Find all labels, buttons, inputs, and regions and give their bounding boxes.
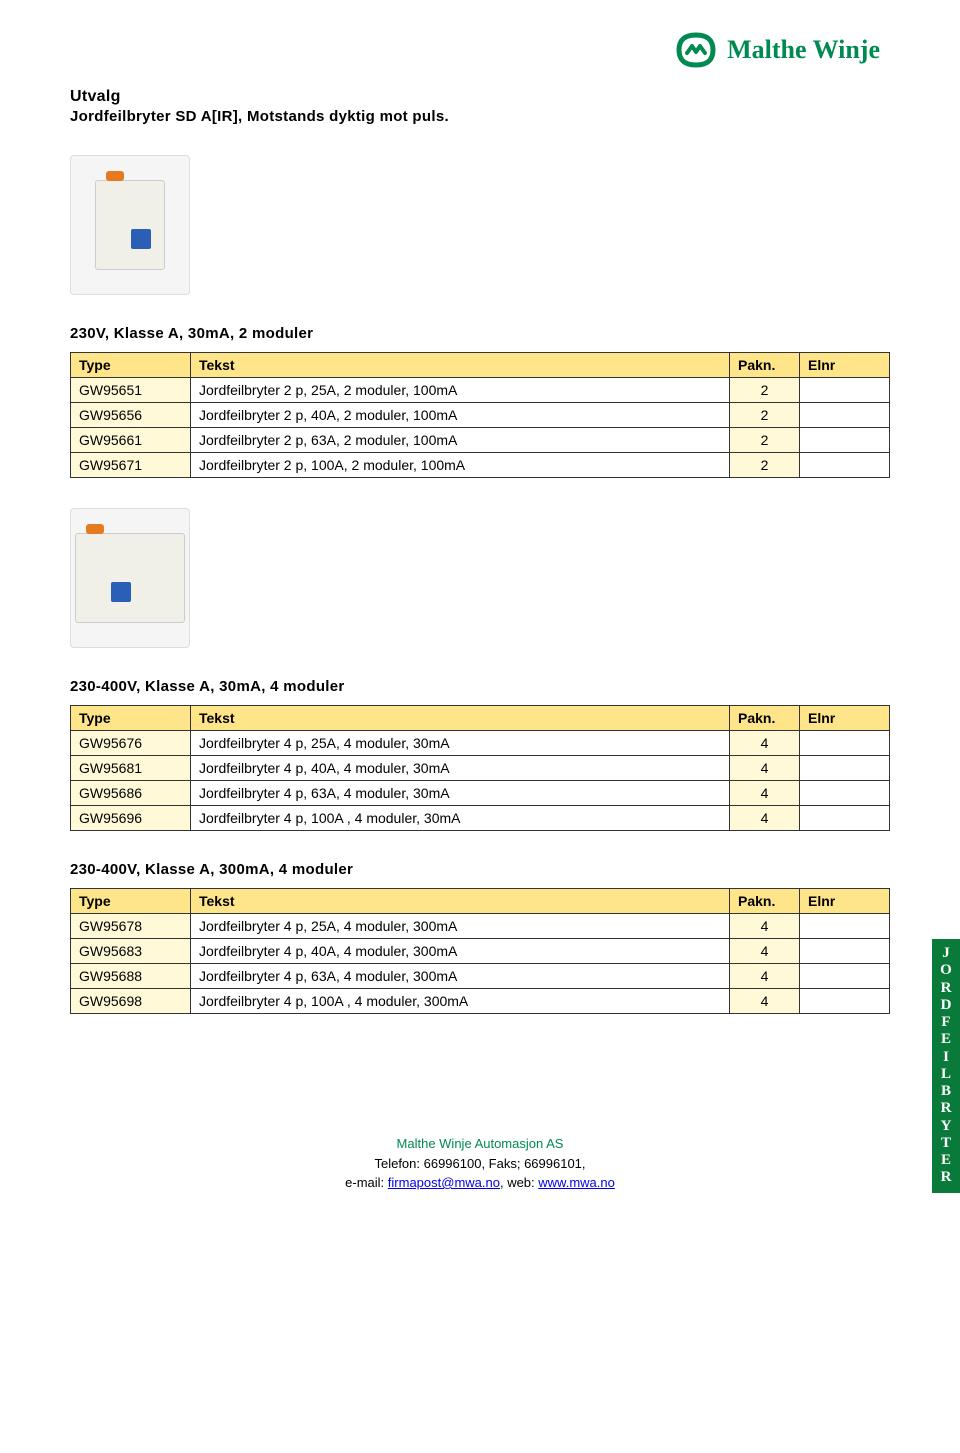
cell-type: GW95678 [71,914,191,939]
table-header-cell: Elnr [800,353,890,378]
product-image [70,508,190,648]
cell-pakn: 4 [730,806,800,831]
table-row: GW95698Jordfeilbryter 4 p, 100A , 4 modu… [71,989,890,1014]
table-row: GW95661Jordfeilbryter 2 p, 63A, 2 module… [71,428,890,453]
table-row: GW95676Jordfeilbryter 4 p, 25A, 4 module… [71,731,890,756]
side-tab: JORDFEILBRYTER [932,939,960,1193]
cell-elnr [800,428,890,453]
footer-email-link[interactable]: firmapost@mwa.no [388,1175,500,1190]
page-footer: Malthe Winje Automasjon AS Telefon: 6699… [70,1134,890,1193]
section-heading: 230-400V, Klasse A, 300mA, 4 moduler [70,861,890,878]
logo-row: Malthe Winje [70,20,890,80]
footer-email-prefix: e-mail: [345,1175,388,1190]
cell-pakn: 2 [730,403,800,428]
footer-web-prefix: , web: [500,1175,538,1190]
cell-type: GW95671 [71,453,191,478]
cell-pakn: 2 [730,453,800,478]
sections-container: 230V, Klasse A, 30mA, 2 modulerTypeTekst… [70,155,890,1014]
table-header-cell: Tekst [191,353,730,378]
table-header-cell: Type [71,353,191,378]
cell-elnr [800,964,890,989]
table-row: GW95683Jordfeilbryter 4 p, 40A, 4 module… [71,939,890,964]
cell-pakn: 2 [730,378,800,403]
table-header-cell: Type [71,889,191,914]
cell-desc: Jordfeilbryter 4 p, 100A , 4 moduler, 30… [191,989,730,1014]
table-row: GW95688Jordfeilbryter 4 p, 63A, 4 module… [71,964,890,989]
footer-web-link[interactable]: www.mwa.no [538,1175,615,1190]
cell-desc: Jordfeilbryter 4 p, 100A , 4 moduler, 30… [191,806,730,831]
table-header-cell: Pakn. [730,706,800,731]
cell-desc: Jordfeilbryter 4 p, 25A, 4 moduler, 30mA [191,731,730,756]
table-row: GW95696Jordfeilbryter 4 p, 100A , 4 modu… [71,806,890,831]
table-header-cell: Pakn. [730,889,800,914]
product-table: TypeTekstPakn.ElnrGW95651Jordfeilbryter … [70,352,890,478]
cell-pakn: 4 [730,756,800,781]
cell-elnr [800,914,890,939]
table-row: GW95686Jordfeilbryter 4 p, 63A, 4 module… [71,781,890,806]
cell-elnr [800,378,890,403]
cell-desc: Jordfeilbryter 2 p, 100A, 2 moduler, 100… [191,453,730,478]
table-header-cell: Tekst [191,889,730,914]
section-heading: 230-400V, Klasse A, 30mA, 4 moduler [70,678,890,695]
table-row: GW95651Jordfeilbryter 2 p, 25A, 2 module… [71,378,890,403]
footer-company: Malthe Winje Automasjon AS [397,1136,564,1151]
cell-elnr [800,806,890,831]
cell-desc: Jordfeilbryter 4 p, 40A, 4 moduler, 30mA [191,756,730,781]
product-table: TypeTekstPakn.ElnrGW95676Jordfeilbryter … [70,705,890,831]
cell-elnr [800,453,890,478]
table-row: GW95678Jordfeilbryter 4 p, 25A, 4 module… [71,914,890,939]
cell-type: GW95683 [71,939,191,964]
cell-elnr [800,939,890,964]
cell-pakn: 4 [730,939,800,964]
table-header-cell: Elnr [800,889,890,914]
cell-pakn: 4 [730,964,800,989]
cell-elnr [800,989,890,1014]
cell-type: GW95698 [71,989,191,1014]
cell-desc: Jordfeilbryter 2 p, 63A, 2 moduler, 100m… [191,428,730,453]
logo-text: Malthe Winje [727,35,880,65]
cell-pakn: 4 [730,731,800,756]
table-row: GW95656Jordfeilbryter 2 p, 40A, 2 module… [71,403,890,428]
cell-type: GW95676 [71,731,191,756]
cell-desc: Jordfeilbryter 4 p, 63A, 4 moduler, 300m… [191,964,730,989]
logo-mark-icon [673,31,719,69]
page-subtitle: Jordfeilbryter SD A[IR], Motstands dykti… [70,108,890,125]
cell-type: GW95656 [71,403,191,428]
cell-elnr [800,731,890,756]
cell-type: GW95661 [71,428,191,453]
cell-type: GW95686 [71,781,191,806]
footer-phone: Telefon: 66996100, Faks; 66996101, [374,1156,585,1171]
page-title: Utvalg [70,88,890,106]
table-row: GW95671Jordfeilbryter 2 p, 100A, 2 modul… [71,453,890,478]
cell-type: GW95696 [71,806,191,831]
cell-type: GW95651 [71,378,191,403]
cell-pakn: 2 [730,428,800,453]
cell-elnr [800,403,890,428]
section-heading: 230V, Klasse A, 30mA, 2 moduler [70,325,890,342]
product-image [70,155,190,295]
cell-desc: Jordfeilbryter 2 p, 40A, 2 moduler, 100m… [191,403,730,428]
cell-desc: Jordfeilbryter 4 p, 63A, 4 moduler, 30mA [191,781,730,806]
table-header-cell: Elnr [800,706,890,731]
cell-pakn: 4 [730,781,800,806]
cell-desc: Jordfeilbryter 4 p, 25A, 4 moduler, 300m… [191,914,730,939]
cell-desc: Jordfeilbryter 2 p, 25A, 2 moduler, 100m… [191,378,730,403]
table-row: GW95681Jordfeilbryter 4 p, 40A, 4 module… [71,756,890,781]
cell-type: GW95681 [71,756,191,781]
table-header-cell: Pakn. [730,353,800,378]
cell-pakn: 4 [730,914,800,939]
cell-elnr [800,756,890,781]
cell-elnr [800,781,890,806]
cell-desc: Jordfeilbryter 4 p, 40A, 4 moduler, 300m… [191,939,730,964]
company-logo: Malthe Winje [673,20,880,80]
cell-pakn: 4 [730,989,800,1014]
page: Malthe Winje Utvalg Jordfeilbryter SD A[… [0,0,960,1213]
product-table: TypeTekstPakn.ElnrGW95678Jordfeilbryter … [70,888,890,1014]
table-header-cell: Type [71,706,191,731]
cell-type: GW95688 [71,964,191,989]
table-header-cell: Tekst [191,706,730,731]
